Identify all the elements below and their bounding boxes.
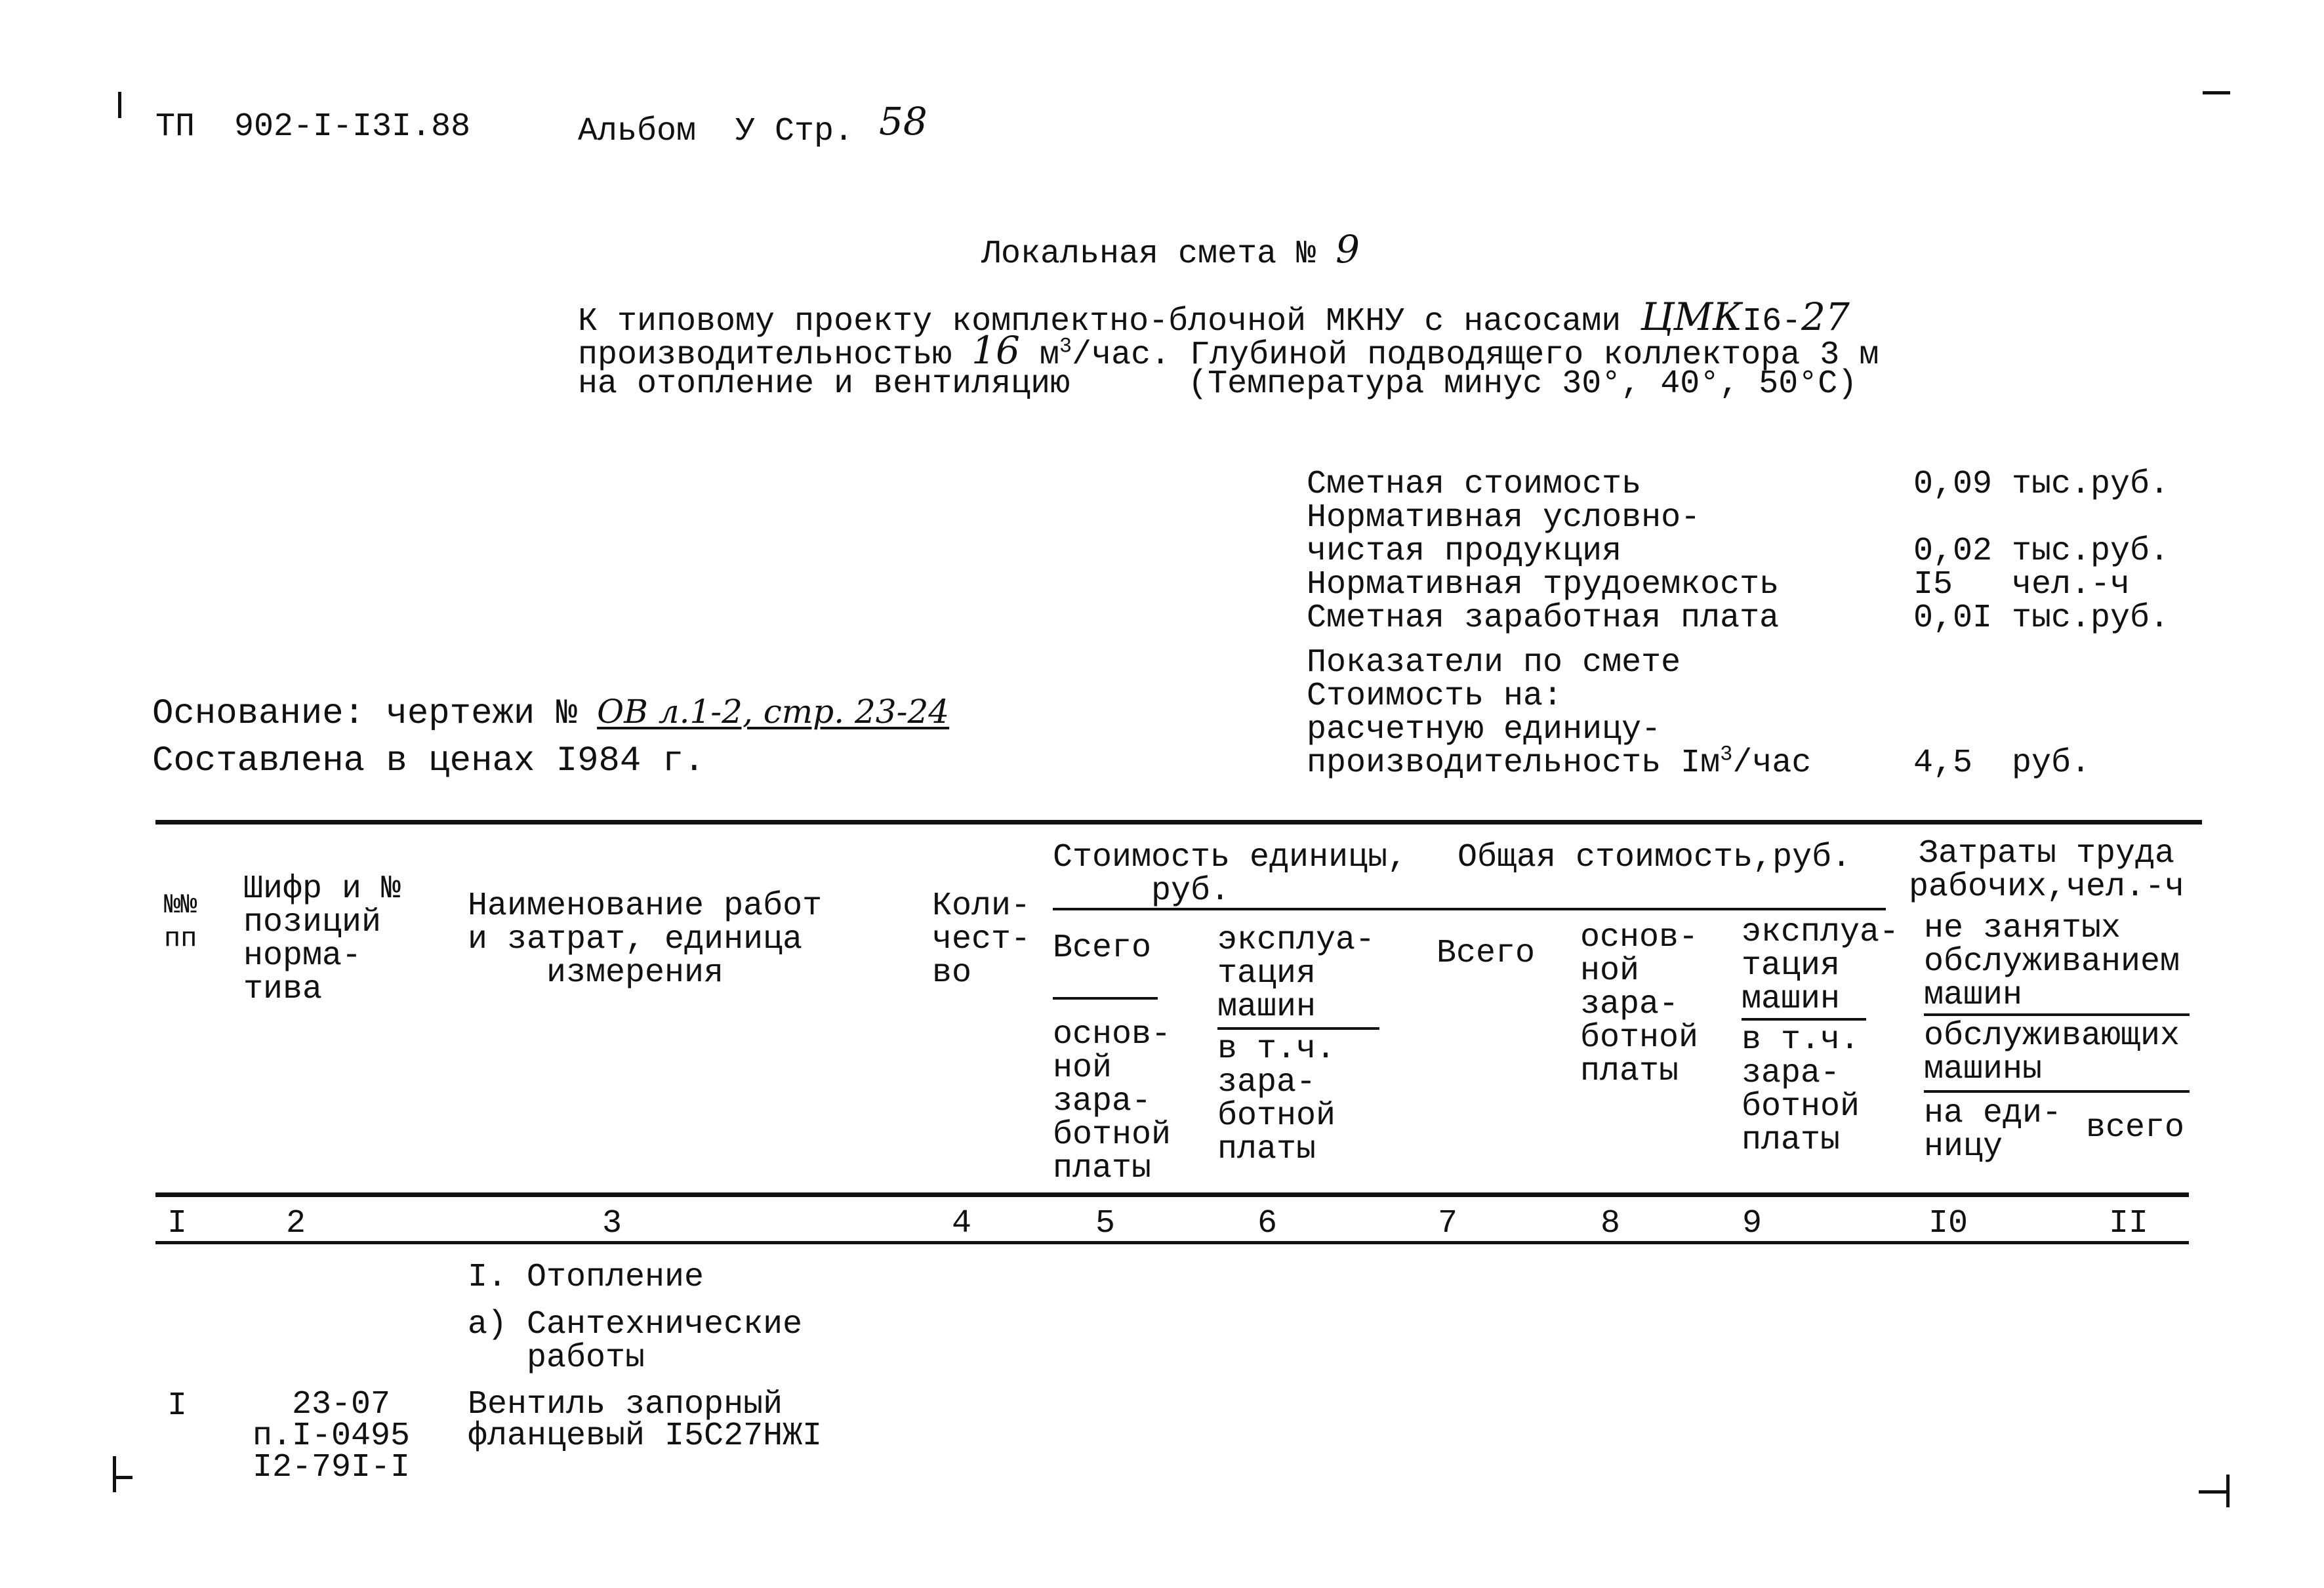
header-total-all: Всего xyxy=(1437,935,1536,972)
table-row-code: 23-07 п.I-0495 I2-79I-I xyxy=(253,1386,411,1486)
pump-model-handwritten: ЦМК xyxy=(1641,295,1743,339)
col-num: 6 xyxy=(1257,1205,1278,1242)
unit-text: производительность Iм xyxy=(1307,744,1721,782)
section-title: I. Отопление xyxy=(468,1259,704,1296)
summary-value: 0,0I тыс.руб. xyxy=(1913,600,2170,637)
corner-mark-bottom-right xyxy=(2226,1475,2230,1507)
corner-mark-top-right xyxy=(2203,91,2230,94)
page-title: Локальная смета № 9 xyxy=(981,230,1360,273)
summary-label: Нормативная трудоемкость xyxy=(1307,566,1780,603)
title-number: 9 xyxy=(1335,227,1360,272)
summary-block: Сметная стоимость 0,09 тыс.руб. Нормативна… xyxy=(1307,468,2169,635)
header-labor-unit: на еди- ницу xyxy=(1924,1095,2062,1166)
superscript: 3 xyxy=(1720,742,1733,767)
subtitle-line-2: производительностью 16 м3/час. Глубиной по… xyxy=(578,331,1879,374)
table-header-bottom-rule xyxy=(155,1192,2189,1197)
subtitle-text: К типовому проекту комплектно-блочной МК… xyxy=(578,303,1621,340)
col-num: I xyxy=(167,1205,188,1242)
summary-row: Сметная стоимость 0,09 тыс.руб. xyxy=(1307,468,2169,501)
superscript: 3 xyxy=(1059,334,1072,359)
header-code: Шифр и № позиций норма- тива xyxy=(243,870,401,1008)
header-unit-exp-wage: в т.ч. зара- ботной платы xyxy=(1217,1030,1336,1168)
col-num: I0 xyxy=(1928,1205,1968,1242)
summary-label: Сметная заработная плата xyxy=(1307,600,1780,637)
pump-model-text: I6- xyxy=(1742,303,1802,340)
subtitle-text: производительностью xyxy=(578,336,952,374)
unit-label: расчетную единицу- xyxy=(1307,711,1661,748)
header-total-base: основ- ной зара- ботной платы xyxy=(1580,919,1699,1090)
col-num: 7 xyxy=(1438,1205,1458,1242)
header-labor-serv: обслуживающих машины xyxy=(1924,1017,2180,1088)
column-numbers-rule xyxy=(155,1241,2189,1244)
doc-code: ТП 902-I-I3I.88 xyxy=(155,108,471,146)
summary-row: Нормативная трудоемкость I5 чел.-ч xyxy=(1307,568,2169,601)
subtitle-text: м xyxy=(1039,336,1059,374)
subtitle-text: /час. Глубиной подводящего коллектора 3 … xyxy=(1072,336,1879,374)
basis-handwritten: ОВ л.1-2, стр. 23-24 xyxy=(597,693,950,731)
basis-label: Основание: чертежи № xyxy=(152,694,578,734)
col-num: II xyxy=(2109,1205,2149,1242)
cost-on-label: Стоимость на: xyxy=(1307,678,1563,715)
basis-line: Основание: чертежи № ОВ л.1-2, стр. 23-24 xyxy=(152,693,950,734)
header-labor-not: не занятых обслуживанием машин xyxy=(1924,910,2180,1014)
summary-value: I5 чел.-ч xyxy=(1913,566,2130,603)
pump-model-suffix-handwritten: 27 xyxy=(1801,295,1850,339)
summary-label: чистая продукция xyxy=(1307,533,1622,570)
col-num: 4 xyxy=(952,1205,972,1242)
prices-line: Составлена в ценах I984 г. xyxy=(152,741,705,781)
summary-label: Сметная стоимость xyxy=(1307,466,1642,503)
header-qty: Коли- чест- во xyxy=(932,887,1031,992)
page-number: 58 xyxy=(879,99,928,144)
header-num: №№ пп xyxy=(164,889,197,954)
unit-cost-rule xyxy=(1053,908,1886,910)
unit-label: производительность Iм3/час xyxy=(1307,744,1913,782)
unit-total-divider xyxy=(1053,997,1158,1000)
summary-label: Нормативная условно- xyxy=(1307,499,1701,537)
indicators-block: Показатели по смете Стоимость на: расчетну… xyxy=(1307,646,2090,780)
indicators-title: Показатели по смете xyxy=(1307,644,1681,682)
subtitle-line-3: на отопление и вентиляцию (Температура м… xyxy=(578,365,1858,403)
header-unit-exp: эксплуа- тация машин xyxy=(1217,922,1376,1026)
header-labor-total: всего xyxy=(2086,1109,2185,1147)
subtitle-line-1: К типовому проекту комплектно-блочной МК… xyxy=(578,298,1850,340)
section-subtitle: а) Сантехнические работы xyxy=(468,1306,803,1377)
header-total-exp-wage: в т.ч. зара- ботной платы xyxy=(1742,1021,1860,1159)
header-total-cost: Общая стоимость,руб. xyxy=(1458,839,1852,876)
corner-mark-bottom-right-h xyxy=(2199,1490,2228,1494)
capacity-handwritten: 16 xyxy=(971,328,1020,373)
labor-serv-rule xyxy=(1924,1090,2190,1093)
summary-row: чистая продукция 0,02 тыс.руб. xyxy=(1307,535,2169,568)
summary-row: Нормативная условно- xyxy=(1307,501,2169,535)
table-row-name: Вентиль запорный фланцевый I5С27НЖI xyxy=(468,1386,823,1455)
summary-value: 0,09 тыс.руб. xyxy=(1913,466,2170,503)
col-num: 2 xyxy=(286,1205,306,1242)
col-num: 8 xyxy=(1600,1205,1621,1242)
summary-row: Сметная заработная плата 0,0I тыс.руб. xyxy=(1307,601,2169,635)
title-label: Локальная смета № xyxy=(981,235,1316,273)
labor-not-rule xyxy=(1924,1013,2190,1016)
corner-mark-bottom-left xyxy=(113,1456,116,1492)
summary-value: 0,02 тыс.руб. xyxy=(1913,533,2170,570)
header-unit-total: Всего xyxy=(1053,929,1152,967)
header-name: Наименование работ и затрат, единица изм… xyxy=(468,887,823,992)
col-num: 9 xyxy=(1742,1205,1763,1242)
unit-value: 4,5 руб. xyxy=(1913,744,2091,782)
col-num: 5 xyxy=(1095,1205,1116,1242)
corner-mark-bottom-left-h xyxy=(113,1476,133,1479)
unit-row: производительность Iм3/час 4,5 руб. xyxy=(1307,744,2091,782)
album-page-label: Альбом У Стр. xyxy=(578,113,854,150)
table-top-rule xyxy=(155,820,2202,825)
col-num: 3 xyxy=(602,1205,622,1242)
header-labor: Затраты труда рабочих,чел.-ч xyxy=(1909,835,2185,906)
table-row-num: I xyxy=(167,1387,188,1425)
header-unit-base: основ- ной зара- ботной платы xyxy=(1053,1016,1172,1187)
header-unit-cost: Стоимость единицы, руб. xyxy=(1053,839,1408,910)
header-total-exp: эксплуа- тация машин xyxy=(1742,914,1900,1018)
total-exp-rule xyxy=(1742,1018,1866,1021)
unit-exp-rule xyxy=(1217,1027,1379,1030)
corner-mark-top-left xyxy=(118,92,121,118)
unit-text: /час xyxy=(1732,744,1812,782)
